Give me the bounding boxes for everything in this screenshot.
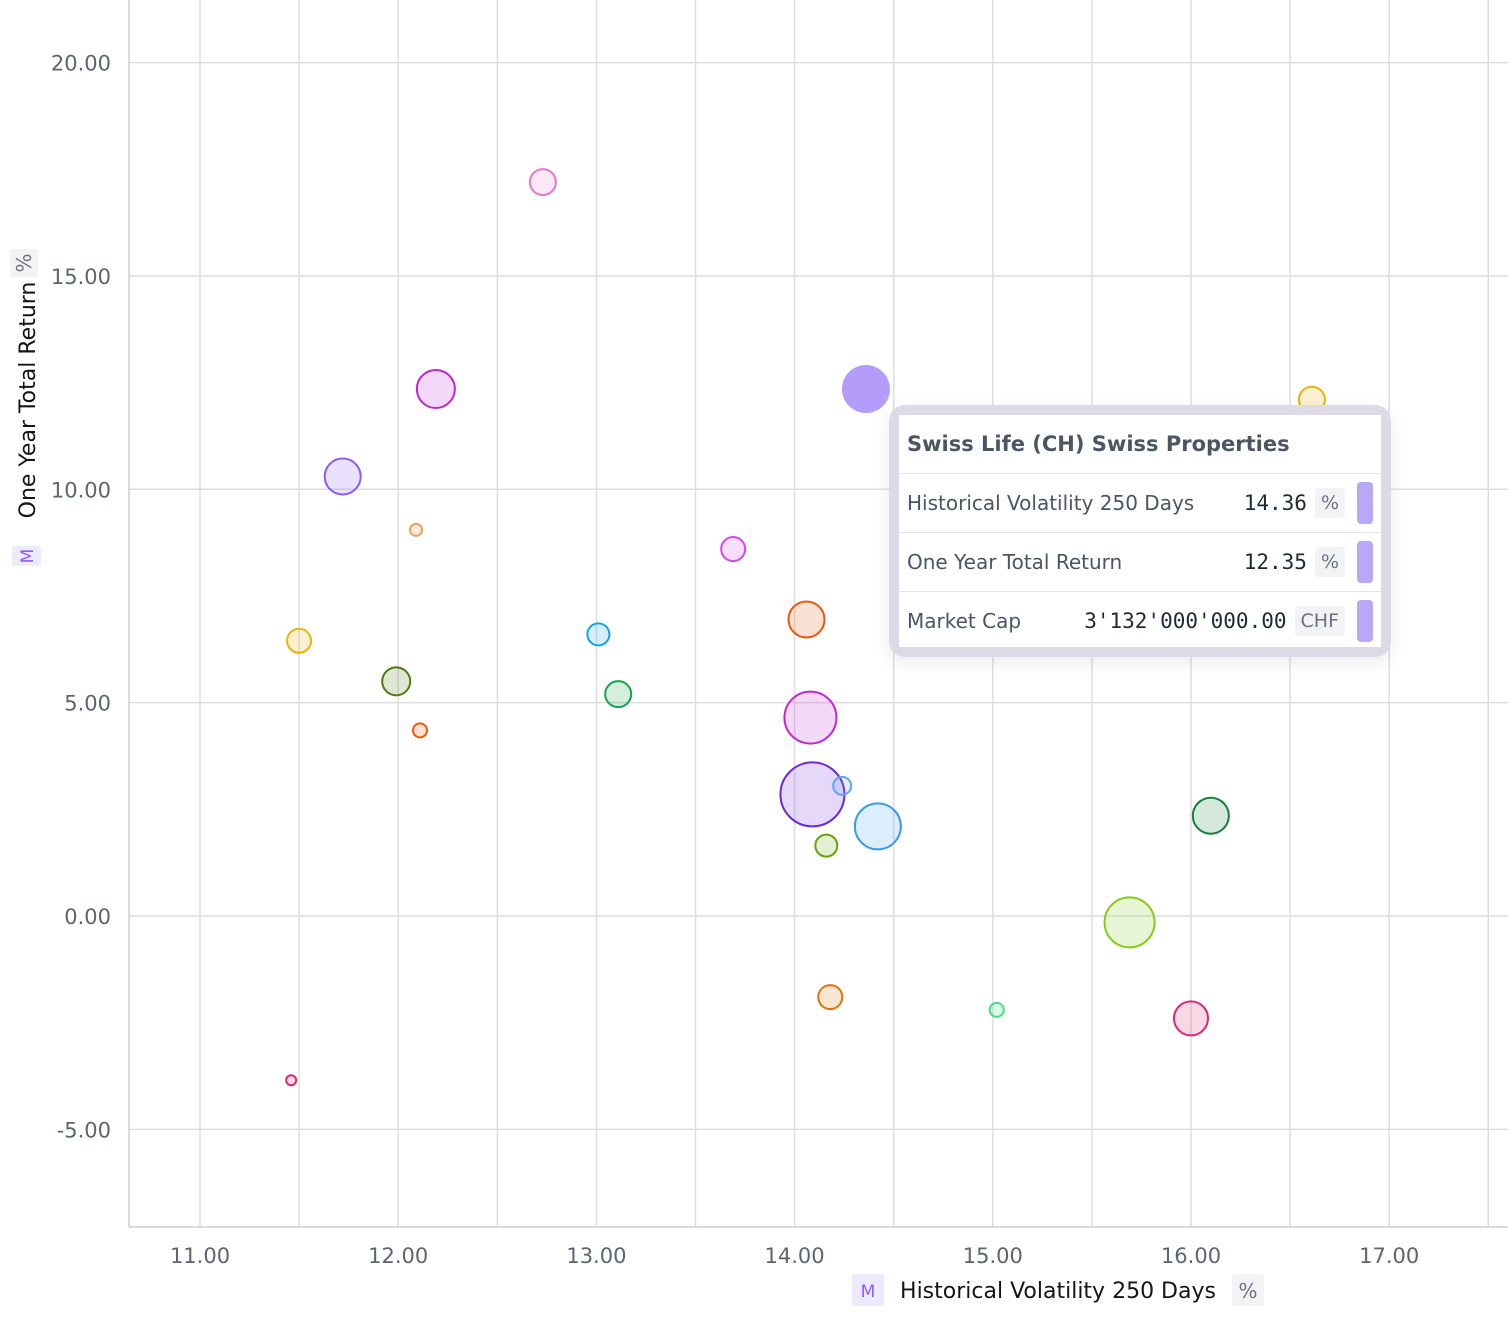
data-point[interactable]	[988, 1001, 1005, 1018]
data-point[interactable]	[841, 365, 890, 414]
y-tick-label: 10.00	[51, 478, 111, 502]
data-point[interactable]	[783, 690, 838, 745]
point-tooltip: Swiss Life (CH) Swiss Properties Histori…	[889, 405, 1391, 657]
x-tick-label: 12.00	[368, 1244, 428, 1268]
y-tick-label: 15.00	[51, 265, 111, 289]
data-point[interactable]	[528, 168, 557, 197]
x-tick-label: 13.00	[566, 1244, 626, 1268]
tooltip-row-swatch	[1357, 600, 1373, 642]
y-axis-tick-labels: -5.00 0.00 5.00 10.00 15.00 20.00	[51, 52, 111, 1143]
x-axis-unit-bg	[1232, 1274, 1264, 1306]
y-tick-label: 20.00	[51, 52, 111, 76]
tooltip-row-value: 12.35	[1243, 550, 1307, 574]
y-axis-badge-bg	[12, 546, 41, 566]
y-tick-label: -5.00	[57, 1118, 111, 1142]
data-point[interactable]	[720, 536, 747, 563]
x-axis-badge-bg	[852, 1274, 884, 1306]
y-axis-badge-group: M	[12, 546, 41, 566]
tooltip-row-label: Historical Volatility 250 Days	[907, 491, 1195, 515]
data-point[interactable]	[853, 802, 902, 851]
y-axis-unit-group: %	[10, 249, 38, 277]
tooltip-title: Swiss Life (CH) Swiss Properties	[899, 415, 1381, 474]
tooltip-row-volatility: Historical Volatility 250 Days 14.36 %	[899, 474, 1381, 533]
data-point[interactable]	[412, 722, 429, 739]
x-tick-label: 11.00	[170, 1244, 230, 1268]
tooltip-row-swatch	[1357, 482, 1373, 524]
data-point[interactable]	[787, 600, 826, 639]
x-tick-label: 15.00	[963, 1244, 1023, 1268]
data-point[interactable]	[285, 1074, 298, 1087]
x-tick-label: 16.00	[1161, 1244, 1221, 1268]
x-axis-badge: M	[861, 1282, 876, 1302]
tooltip-row-label: One Year Total Return	[907, 550, 1123, 574]
tooltip-row-unit: %	[1314, 547, 1345, 577]
x-axis-tick-labels: 11.00 12.00 13.00 14.00 15.00 16.00 17.00	[170, 1244, 1419, 1268]
tooltip-row-value: 14.36	[1243, 491, 1307, 515]
data-point[interactable]	[381, 666, 412, 697]
tooltip-row-return: One Year Total Return 12.35 %	[899, 533, 1381, 592]
data-point[interactable]	[286, 627, 313, 654]
data-point[interactable]	[586, 622, 611, 647]
data-point[interactable]	[832, 775, 853, 796]
tooltip-row-market-cap: Market Cap 3'132'000'000.00 CHF	[899, 592, 1381, 650]
y-tick-label: 0.00	[64, 905, 111, 929]
y-axis-badge: M	[18, 549, 38, 564]
data-point[interactable]	[604, 680, 633, 709]
data-point[interactable]	[1191, 796, 1230, 835]
y-axis-unit: %	[12, 253, 36, 272]
data-point[interactable]	[779, 761, 846, 828]
x-tick-label: 14.00	[765, 1244, 825, 1268]
tooltip-row-swatch	[1357, 541, 1373, 583]
data-point[interactable]	[409, 522, 424, 537]
tooltip-row-unit: CHF	[1294, 606, 1345, 636]
data-point[interactable]	[323, 457, 362, 496]
data-point[interactable]	[814, 833, 839, 858]
tooltip-row-label: Market Cap	[907, 609, 1022, 633]
data-point[interactable]	[415, 369, 456, 410]
x-tick-label: 17.00	[1359, 1244, 1419, 1268]
tooltip-row-value: 3'132'000'000.00	[1084, 609, 1287, 633]
tooltip-body: Swiss Life (CH) Swiss Properties Histori…	[899, 415, 1381, 647]
data-point[interactable]	[1173, 1000, 1209, 1037]
data-point[interactable]	[817, 984, 844, 1011]
data-points	[285, 168, 1326, 1087]
y-axis-title-group: One Year Total Return	[16, 282, 41, 519]
x-axis-title: Historical Volatility 250 Days	[900, 1279, 1216, 1304]
x-axis-unit: %	[1238, 1279, 1257, 1303]
y-axis-title: One Year Total Return	[16, 282, 41, 519]
data-point[interactable]	[1103, 896, 1156, 949]
tooltip-row-unit: %	[1314, 488, 1345, 518]
y-axis-unit-bg	[10, 249, 38, 277]
y-tick-label: 5.00	[64, 692, 111, 716]
